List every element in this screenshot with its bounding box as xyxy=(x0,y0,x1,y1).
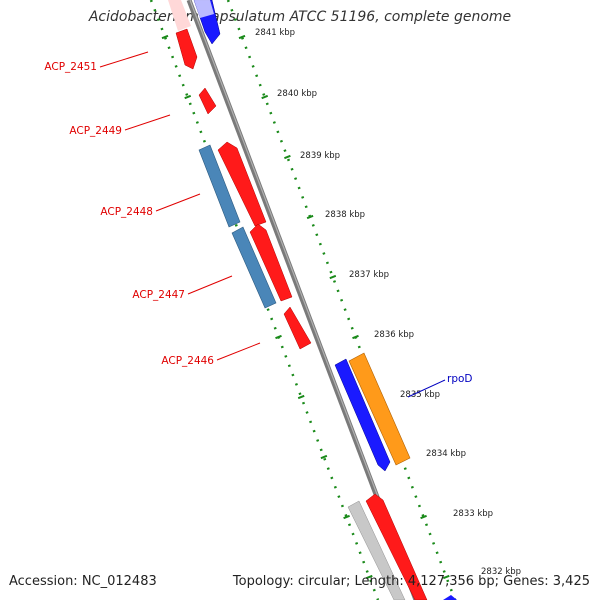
tick-labels: 2841 kbp 2840 kbp 2839 kbp 2838 kbp 2837… xyxy=(255,28,521,577)
gene-feature-forward[interactable] xyxy=(443,595,457,600)
tick-label: 2840 kbp xyxy=(277,89,317,99)
tick-label: 2835 kbp xyxy=(400,390,440,400)
gene-label-acp2446[interactable]: ACP_2446 xyxy=(161,355,214,367)
outer-major-tick xyxy=(261,94,269,100)
tick-label: 2832 kbp xyxy=(481,567,521,577)
inner-major-tick xyxy=(320,454,328,460)
outer-major-tick xyxy=(238,34,246,40)
gene-label-rpoD[interactable]: rpoD xyxy=(447,373,473,385)
inner-major-tick xyxy=(343,514,350,520)
gene-feature-reverse[interactable] xyxy=(168,0,191,31)
gene-feature-forward[interactable] xyxy=(334,358,391,472)
gene-feature-acp2449[interactable] xyxy=(198,87,217,115)
outer-major-tick xyxy=(442,574,450,580)
inner-major-tick xyxy=(297,394,305,400)
gene-label-acp2447[interactable]: ACP_2447 xyxy=(132,289,185,301)
outer-scale-track xyxy=(226,0,457,600)
gene-feature-acp2446[interactable] xyxy=(283,306,312,350)
outer-major-tick xyxy=(420,514,427,520)
inner-major-tick xyxy=(365,574,373,580)
gene-feature-acp2447[interactable] xyxy=(231,226,277,309)
inner-major-tick xyxy=(275,334,282,340)
gene-feature-forward-fade xyxy=(194,0,214,18)
outer-major-tick xyxy=(306,214,314,220)
gene-feature-pseudo[interactable] xyxy=(347,500,406,600)
forward-strand-features xyxy=(193,0,457,600)
tick-label: 2834 kbp xyxy=(426,449,466,459)
gene-feature-acp2448[interactable] xyxy=(198,144,241,228)
accession-info: Accession: NC_012483 xyxy=(9,574,157,589)
gene-feature-rpoD[interactable] xyxy=(348,352,411,466)
gene-feature-acp2448-cds[interactable] xyxy=(217,141,267,227)
gene-label-acp2448[interactable]: ACP_2448 xyxy=(100,206,153,218)
gene-feature-forward-cds[interactable] xyxy=(365,493,428,600)
gene-label-acp2449[interactable]: ACP_2449 xyxy=(69,125,122,137)
reverse-strand-features xyxy=(168,0,312,350)
gene-feature-acp2447-cds[interactable] xyxy=(249,223,293,302)
tick-label: 2838 kbp xyxy=(325,210,365,220)
genome-summary: Topology: circular; Length: 4,127,356 bp… xyxy=(232,574,590,589)
gene-labels: ACP_2451 ACP_2449 ACP_2448 ACP_2447 ACP_… xyxy=(44,61,214,367)
rpoD-leader xyxy=(407,379,446,398)
tick-label: 2841 kbp xyxy=(255,28,295,38)
outer-major-tick xyxy=(329,274,337,280)
gene-label-leaders xyxy=(99,51,261,361)
inner-major-tick xyxy=(161,34,169,40)
tick-label: 2839 kbp xyxy=(300,151,340,161)
gene-label-acp2451[interactable]: ACP_2451 xyxy=(44,61,97,73)
outer-major-tick xyxy=(284,154,291,160)
inner-major-tick xyxy=(184,94,192,100)
tick-label: 2837 kbp xyxy=(349,270,389,280)
tick-label: 2836 kbp xyxy=(374,330,414,340)
tick-label: 2833 kbp xyxy=(453,509,493,519)
outer-major-tick xyxy=(352,334,359,340)
gene-feature-acp2451[interactable] xyxy=(175,28,198,70)
